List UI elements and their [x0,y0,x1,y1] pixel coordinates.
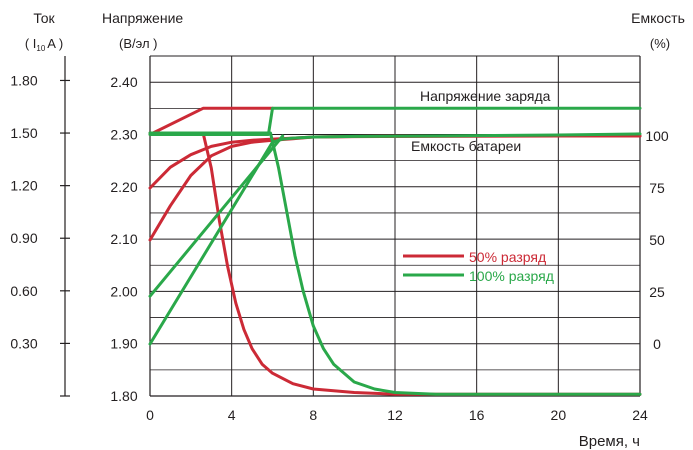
tick-labels: 1.80 1.50 1.20 0.90 0.60 0.30 2.40 2.30 2.20 2.10… [10,72,669,423]
series-100-current [148,131,642,396]
capacity-tick-label: 75 [649,180,665,196]
current-tick-label: 1.20 [10,178,37,194]
voltage-tick-label: 1.90 [110,336,137,352]
voltage-tick-label: 2.20 [110,179,137,195]
series-100-capacity [148,132,642,346]
current-tick-label: 0.60 [10,283,37,299]
capacity-tick-label: 100 [645,128,669,144]
time-tick-label: 4 [228,407,236,423]
time-tick-label: 16 [469,407,485,423]
current-tick-label: 1.80 [10,72,37,88]
plot-axes [60,56,641,397]
time-tick-label: 24 [632,407,648,423]
capacity-axis-title: Емкость [631,10,685,26]
time-tick-label: 8 [309,407,317,423]
series-100-capacity-start-25 [148,134,285,298]
voltage-axis-title: Напряжение [102,10,183,26]
time-tick-label: 20 [551,407,567,423]
current-tick-label: 1.50 [10,125,37,141]
battery-capacity-annotation: Емкость батареи [411,138,521,154]
plot-curves [148,106,642,396]
voltage-tick-label: 2.10 [110,231,137,247]
charge-voltage-annotation: Напряжение заряда [420,88,551,104]
capacity-tick-label: 25 [649,284,665,300]
legend-label-50: 50% разряд [469,249,546,265]
voltage-tick-label: 2.30 [110,127,137,143]
voltage-tick-label: 1.80 [110,388,137,404]
capacity-tick-label: 50 [649,232,665,248]
legend-label-100: 100% разряд [469,268,554,284]
voltage-tick-label: 2.00 [110,283,137,299]
x-axis-title: Время, ч [579,433,640,450]
current-tick-label: 0.90 [10,230,37,246]
voltage-axis-unit: (В/эл ) [119,36,158,51]
current-tick-label: 0.30 [10,335,37,351]
time-tick-label: 12 [387,407,403,423]
current-axis-title: Ток [33,10,55,26]
current-axis-unit: ( I10 A ) [25,36,63,53]
capacity-axis-unit: (%) [650,36,670,51]
series-50-charge-voltage [148,106,274,136]
legend: 50% разряд 100% разряд [403,249,554,284]
voltage-tick-label: 2.40 [110,74,137,90]
time-tick-label: 0 [146,407,154,423]
capacity-tick-label: 0 [653,336,661,352]
